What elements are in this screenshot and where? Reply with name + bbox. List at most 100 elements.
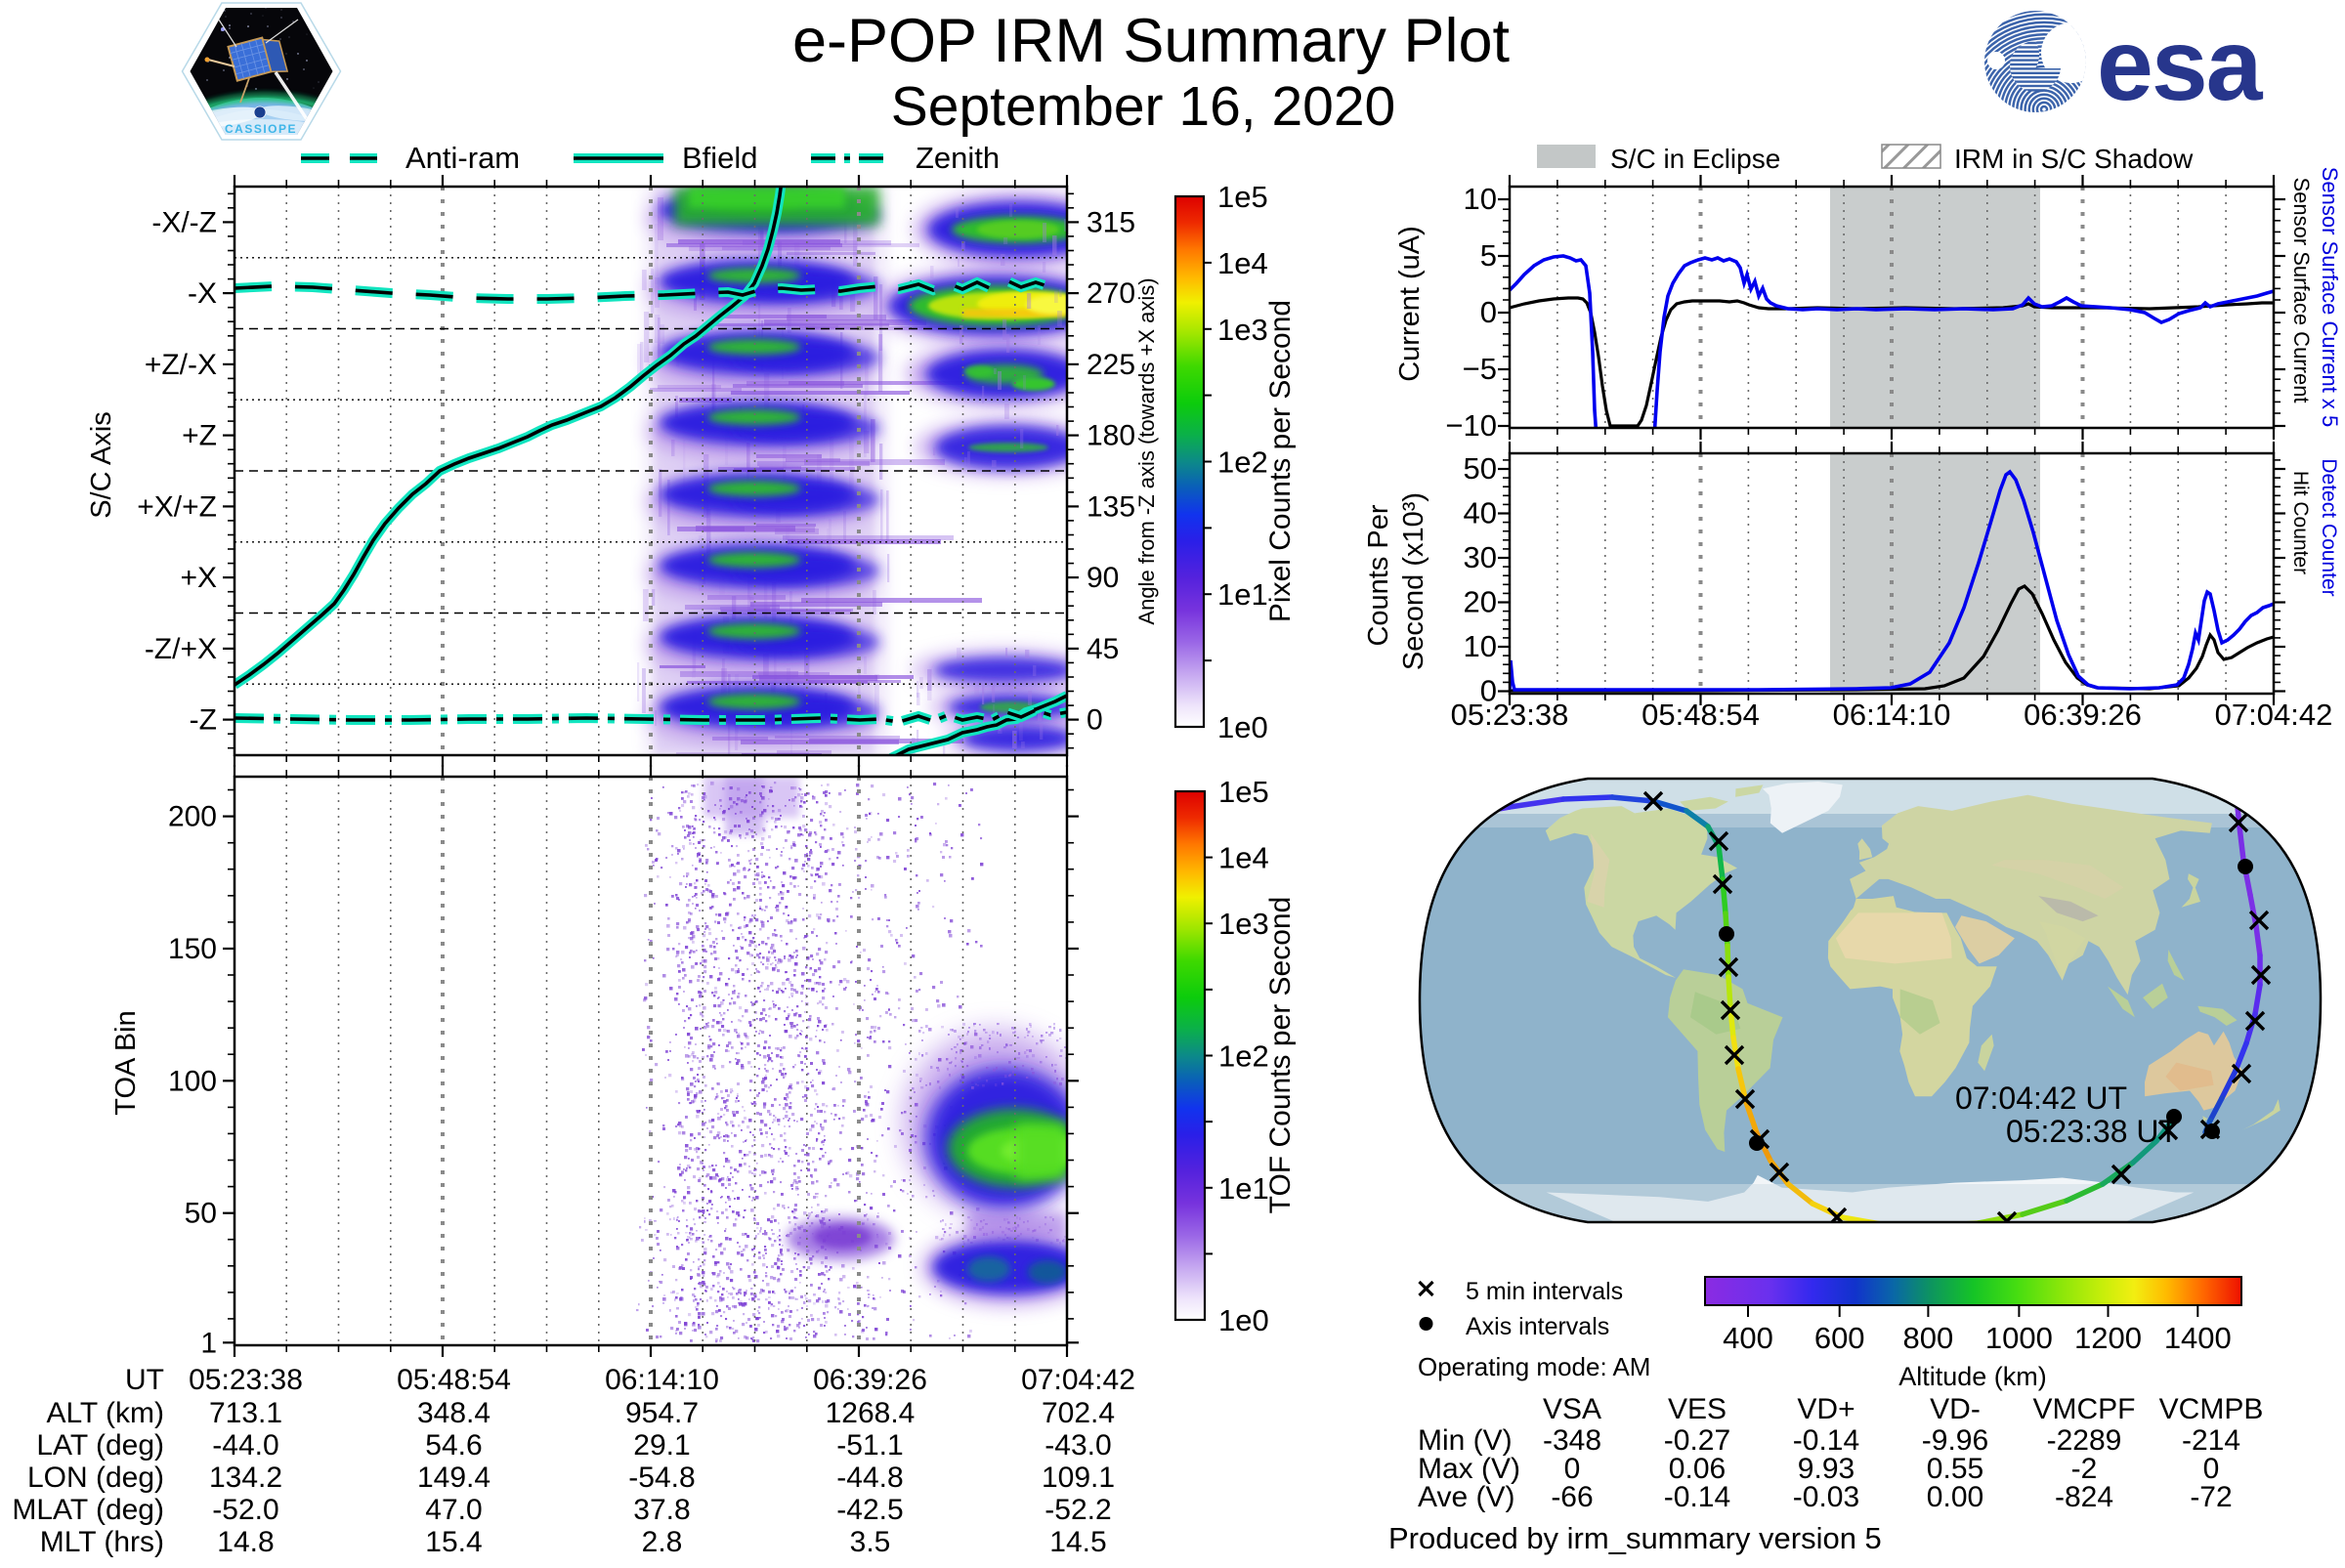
svg-text:S/C Axis: S/C Axis: [86, 411, 117, 519]
svg-text:IRM in S/C Shadow: IRM in S/C Shadow: [1954, 144, 2194, 174]
svg-text:134.2: 134.2: [209, 1462, 282, 1494]
svg-text:-X/-Z: -X/-Z: [151, 206, 217, 238]
svg-text:-51.1: -51.1: [836, 1429, 903, 1462]
svg-text:2.8: 2.8: [642, 1526, 683, 1558]
svg-text:800: 800: [1903, 1321, 1954, 1355]
svg-text:Anti-ram: Anti-ram: [405, 141, 520, 175]
svg-text:1e4: 1e4: [1217, 246, 1268, 280]
svg-text:1e1: 1e1: [1218, 1171, 1269, 1206]
svg-text:14.5: 14.5: [1049, 1526, 1106, 1558]
svg-text:+X/+Z: +X/+Z: [137, 490, 217, 523]
svg-text:Altitude (km): Altitude (km): [1898, 1362, 2047, 1391]
svg-text:954.7: 954.7: [625, 1397, 699, 1429]
svg-text:-72: -72: [2190, 1481, 2232, 1513]
svg-text:1e4: 1e4: [1218, 841, 1269, 875]
svg-text:Operating mode: AM: Operating mode: AM: [1418, 1352, 1650, 1381]
svg-text:Pixel Counts per Second: Pixel Counts per Second: [1264, 300, 1297, 622]
svg-text:1e3: 1e3: [1217, 313, 1268, 347]
svg-text:14.8: 14.8: [217, 1526, 274, 1558]
svg-text:TOA Bin: TOA Bin: [110, 1010, 142, 1115]
svg-text:200: 200: [168, 801, 217, 833]
svg-text:LAT (deg): LAT (deg): [36, 1429, 164, 1462]
svg-text:1e1: 1e1: [1217, 577, 1268, 612]
svg-text:VMCPF: VMCPF: [2033, 1393, 2136, 1425]
svg-text:05:48:54: 05:48:54: [397, 1364, 511, 1396]
svg-text:9.93: 9.93: [1798, 1453, 1855, 1485]
svg-text:-52.0: -52.0: [212, 1494, 278, 1526]
svg-text:CASSIOPE: CASSIOPE: [225, 122, 297, 136]
svg-text:esa: esa: [2097, 9, 2264, 122]
svg-text:-2: -2: [2071, 1453, 2098, 1485]
svg-text:+Z: +Z: [182, 420, 217, 452]
svg-text:Produced by irm_summary versio: Produced by irm_summary version 5: [1388, 1521, 1882, 1555]
svg-text:1400: 1400: [2164, 1321, 2232, 1355]
svg-text:-Z/+X: -Z/+X: [145, 633, 217, 665]
svg-text:1268.4: 1268.4: [826, 1397, 916, 1429]
svg-text:-54.8: -54.8: [628, 1462, 695, 1494]
svg-text:VES: VES: [1668, 1393, 1727, 1425]
svg-text:1e5: 1e5: [1218, 775, 1269, 809]
svg-text:600: 600: [1814, 1321, 1865, 1355]
svg-text:1e0: 1e0: [1218, 1303, 1269, 1337]
svg-text:Ave (V): Ave (V): [1418, 1481, 1514, 1513]
svg-text:Min (V): Min (V): [1418, 1424, 1513, 1457]
svg-text:-348: -348: [1543, 1424, 1601, 1457]
svg-text:10: 10: [1464, 629, 1497, 663]
svg-text:-42.5: -42.5: [836, 1494, 903, 1526]
svg-text:37.8: 37.8: [633, 1494, 690, 1526]
svg-text:0: 0: [1087, 704, 1103, 737]
svg-text:109.1: 109.1: [1042, 1462, 1115, 1494]
svg-text:ALT (km): ALT (km): [46, 1397, 164, 1429]
svg-text:Current (uA): Current (uA): [1394, 226, 1426, 382]
svg-text:LON (deg): LON (deg): [27, 1462, 164, 1494]
svg-text:05:23:38 UT: 05:23:38 UT: [2006, 1114, 2178, 1149]
svg-text:UT: UT: [125, 1364, 164, 1396]
svg-text:135: 135: [1087, 490, 1135, 523]
svg-text:400: 400: [1723, 1321, 1773, 1355]
svg-text:-0.14: -0.14: [1664, 1481, 1730, 1513]
svg-text:TOF Counts per Second: TOF Counts per Second: [1264, 897, 1297, 1214]
svg-text:e-POP IRM Summary Plot: e-POP IRM Summary Plot: [792, 7, 1511, 75]
svg-text:1e2: 1e2: [1218, 1039, 1269, 1074]
svg-text:+Z/-X: +Z/-X: [145, 349, 217, 381]
svg-text:15.4: 15.4: [425, 1526, 482, 1558]
svg-text:10: 10: [1464, 182, 1497, 216]
svg-text:150: 150: [168, 933, 217, 965]
svg-text:Detect Counter: Detect Counter: [2318, 458, 2340, 596]
svg-text:-X: -X: [188, 277, 217, 310]
svg-text:5 min intervals: 5 min intervals: [1466, 1278, 1623, 1305]
svg-text:5: 5: [1480, 238, 1497, 273]
svg-text:07:04:42 UT: 07:04:42 UT: [1955, 1081, 2127, 1116]
svg-text:VD+: VD+: [1797, 1393, 1855, 1425]
svg-text:90: 90: [1087, 562, 1119, 594]
svg-text:-214: -214: [2182, 1424, 2240, 1457]
svg-text:713.1: 713.1: [209, 1397, 282, 1429]
svg-text:0: 0: [1564, 1453, 1581, 1485]
svg-text:54.6: 54.6: [425, 1429, 482, 1462]
svg-text:0: 0: [2203, 1453, 2220, 1485]
svg-text:1e5: 1e5: [1217, 180, 1268, 214]
svg-text:270: 270: [1087, 277, 1135, 310]
svg-text:-44.0: -44.0: [212, 1429, 278, 1462]
svg-text:-0.03: -0.03: [1793, 1481, 1859, 1513]
svg-text:Hit Counter: Hit Counter: [2289, 471, 2312, 574]
svg-text:1200: 1200: [2074, 1321, 2142, 1355]
svg-text:Zenith: Zenith: [916, 141, 1000, 175]
svg-text:07:04:42: 07:04:42: [1021, 1364, 1135, 1396]
svg-text:VSA: VSA: [1543, 1393, 1601, 1425]
svg-text:05:48:54: 05:48:54: [1642, 698, 1760, 732]
svg-text:100: 100: [168, 1065, 217, 1097]
svg-text:180: 180: [1087, 420, 1135, 452]
svg-text:Max (V): Max (V): [1418, 1453, 1520, 1485]
svg-text:Axis intervals: Axis intervals: [1466, 1313, 1609, 1340]
svg-text:29.1: 29.1: [633, 1429, 690, 1462]
svg-text:-9.96: -9.96: [1922, 1424, 1988, 1457]
svg-text:-0.14: -0.14: [1793, 1424, 1859, 1457]
svg-text:45: 45: [1087, 633, 1119, 665]
svg-text:Second (x10³): Second (x10³): [1398, 492, 1429, 670]
svg-text:VD-: VD-: [1930, 1393, 1981, 1425]
svg-text:149.4: 149.4: [417, 1462, 490, 1494]
svg-text:-66: -66: [1551, 1481, 1593, 1513]
svg-text:348.4: 348.4: [417, 1397, 490, 1429]
svg-text:-Z: -Z: [190, 704, 217, 737]
